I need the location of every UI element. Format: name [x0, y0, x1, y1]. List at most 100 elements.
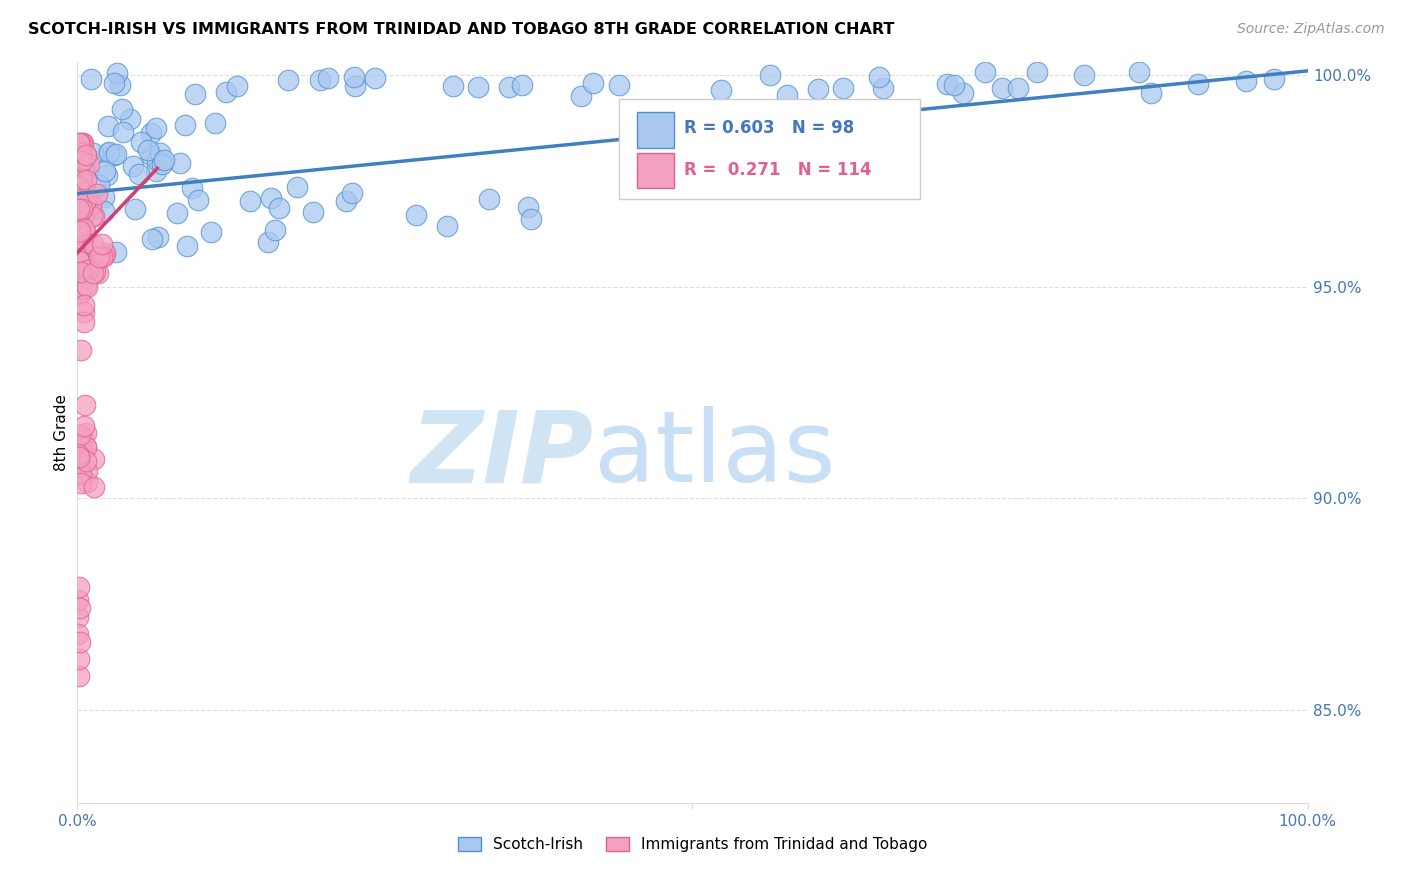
Point	[70, 150, 93, 164]
Point	[67, 209, 90, 223]
Point	[76, 280, 98, 294]
Point	[69, 601, 91, 615]
Point	[67, 136, 90, 150]
Point	[67, 669, 90, 683]
Point	[83, 452, 105, 467]
Point	[67, 259, 90, 273]
Point	[256, 235, 278, 249]
Point	[343, 78, 366, 93]
Point	[69, 287, 91, 301]
Point	[67, 221, 90, 235]
Point	[974, 64, 997, 78]
Point	[569, 89, 592, 103]
Point	[204, 116, 226, 130]
Point	[67, 243, 90, 257]
Point	[991, 81, 1014, 95]
Point	[105, 66, 128, 80]
Point	[184, 87, 207, 101]
Point	[520, 212, 543, 227]
Point	[807, 81, 830, 95]
Text: atlas: atlas	[595, 407, 835, 503]
Point	[66, 184, 89, 198]
Point	[69, 635, 91, 649]
Point	[93, 203, 115, 218]
Point	[173, 118, 195, 132]
Point	[82, 236, 104, 251]
Point	[1128, 65, 1150, 79]
Point	[111, 102, 134, 116]
Point	[112, 125, 135, 139]
Point	[70, 343, 93, 358]
Point	[72, 260, 94, 274]
Point	[86, 266, 108, 280]
Point	[69, 136, 91, 150]
Point	[97, 146, 120, 161]
Point	[1187, 77, 1209, 91]
Point	[1140, 86, 1163, 100]
Point	[340, 186, 363, 201]
Point	[405, 208, 427, 222]
Point	[93, 190, 115, 204]
Point	[69, 438, 91, 452]
Point	[67, 226, 90, 240]
Point	[710, 83, 733, 97]
Point	[166, 206, 188, 220]
Point	[69, 220, 91, 235]
Point	[103, 76, 125, 90]
Point	[70, 200, 93, 214]
Point	[69, 265, 91, 279]
Point	[72, 304, 94, 318]
Point	[868, 70, 890, 85]
Point	[150, 157, 173, 171]
Point	[66, 448, 89, 462]
Point	[776, 87, 799, 102]
Point	[72, 203, 94, 218]
Point	[66, 220, 89, 235]
Point	[1234, 74, 1257, 88]
Point	[75, 259, 97, 273]
Point	[75, 426, 97, 441]
Point	[76, 464, 98, 478]
Point	[80, 197, 103, 211]
Point	[70, 185, 93, 199]
Point	[66, 626, 89, 640]
Point	[67, 261, 90, 276]
Bar	[637, 112, 673, 147]
Point	[69, 231, 91, 245]
Point	[70, 170, 93, 185]
Point	[582, 76, 605, 90]
Point	[69, 218, 91, 232]
Point	[70, 466, 93, 480]
Point	[169, 155, 191, 169]
Point	[335, 194, 357, 208]
Point	[93, 249, 115, 263]
Point	[76, 192, 98, 206]
Point	[145, 121, 167, 136]
Point	[149, 145, 172, 160]
Point	[75, 278, 97, 293]
Point	[952, 86, 974, 100]
Point	[936, 78, 959, 92]
Point	[832, 80, 855, 95]
Point	[83, 480, 105, 494]
Point	[69, 204, 91, 219]
Legend: Scotch-Irish, Immigrants from Trinidad and Tobago: Scotch-Irish, Immigrants from Trinidad a…	[451, 830, 934, 858]
Point	[66, 268, 89, 283]
Point	[1073, 68, 1095, 82]
Point	[263, 223, 285, 237]
Text: R =  0.271   N = 114: R = 0.271 N = 114	[683, 161, 872, 178]
Point	[120, 112, 142, 127]
Text: SCOTCH-IRISH VS IMMIGRANTS FROM TRINIDAD AND TOBAGO 8TH GRADE CORRELATION CHART: SCOTCH-IRISH VS IMMIGRANTS FROM TRINIDAD…	[28, 22, 894, 37]
Point	[69, 224, 91, 238]
Point	[87, 250, 110, 264]
Y-axis label: 8th Grade: 8th Grade	[53, 394, 69, 471]
Point	[70, 202, 93, 216]
Point	[87, 178, 110, 193]
Point	[141, 232, 163, 246]
Point	[96, 168, 118, 182]
Point	[75, 192, 97, 206]
Point	[187, 193, 209, 207]
Point	[153, 153, 176, 167]
Point	[66, 194, 89, 208]
Point	[70, 136, 93, 150]
